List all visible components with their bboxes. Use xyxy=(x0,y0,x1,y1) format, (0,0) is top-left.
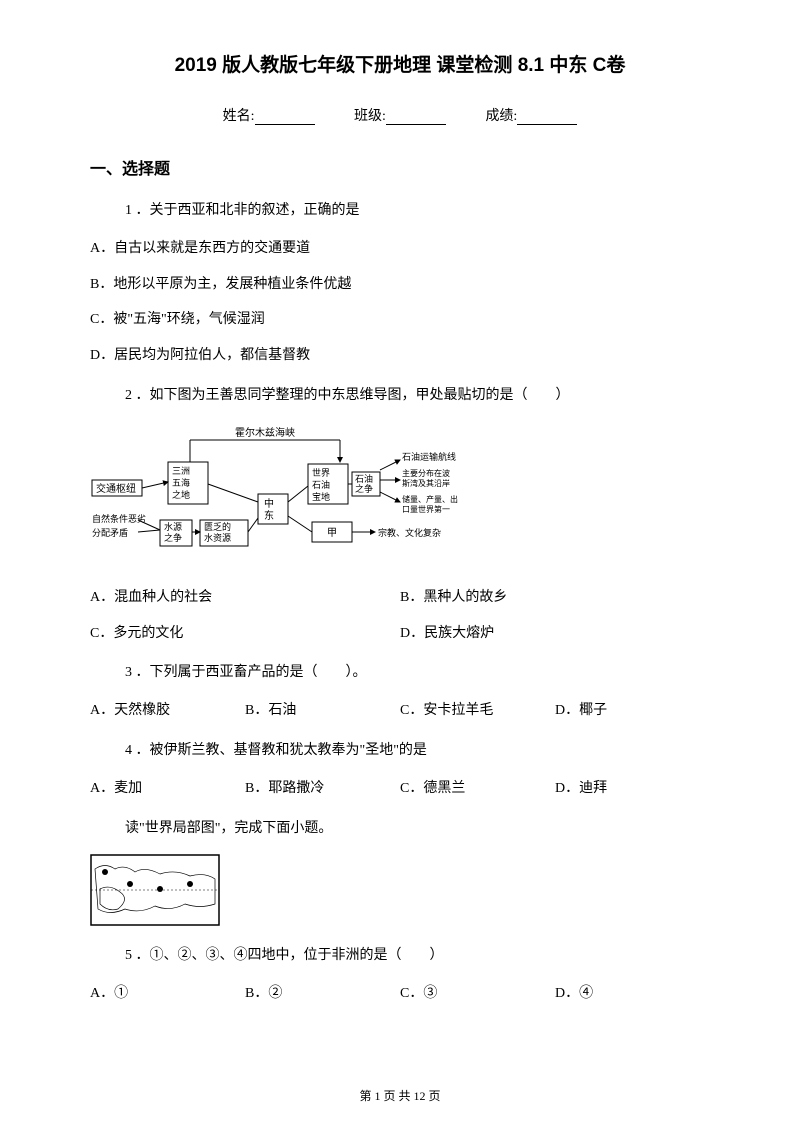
svg-text:交通枢纽: 交通枢纽 xyxy=(96,482,136,495)
svg-text:东: 东 xyxy=(264,509,274,522)
class-blank[interactable] xyxy=(386,111,446,125)
svg-text:石油: 石油 xyxy=(312,479,330,490)
map-intro-text: 读"世界局部图"，完成下面小题。 xyxy=(90,817,710,841)
q5-opt-b: B．② xyxy=(245,982,400,1006)
q4-opt-d: D．迪拜 xyxy=(555,777,710,801)
name-label: 姓名: xyxy=(223,109,255,124)
world-partial-map xyxy=(90,854,220,926)
q3-opt-d: D．椰子 xyxy=(555,699,710,723)
q1-opt-a: A．自古以来就是东西方的交通要道 xyxy=(90,237,710,261)
svg-text:自然条件恶劣: 自然条件恶劣 xyxy=(92,513,146,524)
svg-text:石油: 石油 xyxy=(355,473,373,484)
svg-text:宗教、文化复杂: 宗教、文化复杂 xyxy=(378,527,441,538)
class-label: 班级: xyxy=(354,109,386,124)
svg-text:水资源: 水资源 xyxy=(204,532,231,543)
q2-opt-a: A．混血种人的社会 xyxy=(90,586,400,610)
svg-text:世界: 世界 xyxy=(312,467,330,478)
question-2: 2 ．如下图为王善思同学整理的中东思维导图，甲处最贴切的是（ ） 霍尔木兹海峡 … xyxy=(90,384,710,645)
q5-stem: 5 ．①、②、③、④四地中，位于非洲的是（ ） xyxy=(90,944,710,968)
svg-text:分配矛盾: 分配矛盾 xyxy=(92,528,128,538)
q4-stem: 4 ．被伊斯兰教、基督教和犹太教奉为"圣地"的是 xyxy=(90,739,710,763)
q5-opt-c: C．③ xyxy=(400,982,555,1006)
mindmap-diagram: 霍尔木兹海峡 交通枢纽 三洲 五海 之地 自然条件恶劣 分配矛盾 水源 之争 匮… xyxy=(90,422,490,572)
svg-text:之地: 之地 xyxy=(172,489,190,500)
question-3: 3 ．下列属于西亚畜产品的是（ ）。 A．天然橡胶 B．石油 C．安卡拉羊毛 D… xyxy=(90,661,710,723)
svg-text:中: 中 xyxy=(264,497,274,510)
q4-opt-c: C．德黑兰 xyxy=(400,777,555,801)
svg-text:主要分布在波: 主要分布在波 xyxy=(402,468,450,478)
svg-text:水源: 水源 xyxy=(164,521,182,532)
q5-opt-d: D．④ xyxy=(555,982,710,1006)
score-label: 成绩: xyxy=(485,109,517,124)
svg-text:五海: 五海 xyxy=(172,477,190,488)
q1-stem: 1 ．关于西亚和北非的叙述，正确的是 xyxy=(90,199,710,223)
svg-text:之争: 之争 xyxy=(164,532,182,543)
q2-opt-d: D．民族大熔炉 xyxy=(400,622,710,646)
q1-opt-b: B．地形以平原为主，发展种植业条件优越 xyxy=(90,273,710,297)
student-info-line: 姓名: 班级: 成绩: xyxy=(90,105,710,125)
q3-opt-b: B．石油 xyxy=(245,699,400,723)
exam-title: 2019 版人教版七年级下册地理 课堂检测 8.1 中东 C卷 xyxy=(90,50,710,77)
q1-opt-d: D．居民均为阿拉伯人，都信基督教 xyxy=(90,344,710,368)
svg-text:石油运输航线: 石油运输航线 xyxy=(402,451,456,462)
q4-opt-a: A．麦加 xyxy=(90,777,245,801)
svg-text:匮乏的: 匮乏的 xyxy=(204,521,231,532)
page-footer: 第 1 页 共 12 页 xyxy=(0,1087,800,1104)
q4-opt-b: B．耶路撒冷 xyxy=(245,777,400,801)
q1-opt-c: C．被"五海"环绕，气候湿润 xyxy=(90,308,710,332)
svg-text:斯湾及其沿岸: 斯湾及其沿岸 xyxy=(402,478,450,488)
svg-text:霍尔木兹海峡: 霍尔木兹海峡 xyxy=(235,426,295,439)
q2-opt-c: C．多元的文化 xyxy=(90,622,400,646)
question-1: 1 ．关于西亚和北非的叙述，正确的是 A．自古以来就是东西方的交通要道 B．地形… xyxy=(90,199,710,368)
score-blank[interactable] xyxy=(517,111,577,125)
svg-text:三洲: 三洲 xyxy=(172,466,190,476)
svg-text:之争: 之争 xyxy=(355,483,373,494)
question-4: 4 ．被伊斯兰教、基督教和犹太教奉为"圣地"的是 A．麦加 B．耶路撒冷 C．德… xyxy=(90,739,710,801)
svg-text:储量、产量、出: 储量、产量、出 xyxy=(402,494,458,504)
q3-opt-c: C．安卡拉羊毛 xyxy=(400,699,555,723)
q3-opt-a: A．天然橡胶 xyxy=(90,699,245,723)
question-5: 5 ．①、②、③、④四地中，位于非洲的是（ ） A．① B．② C．③ D．④ xyxy=(90,944,710,1006)
q3-stem: 3 ．下列属于西亚畜产品的是（ ）。 xyxy=(90,661,710,685)
q2-stem: 2 ．如下图为王善思同学整理的中东思维导图，甲处最贴切的是（ ） xyxy=(90,384,710,408)
q5-opt-a: A．① xyxy=(90,982,245,1006)
section-1-title: 一、选择题 xyxy=(90,155,710,179)
q2-opt-b: B．黑种人的故乡 xyxy=(400,586,710,610)
svg-text:口量世界第一: 口量世界第一 xyxy=(402,504,450,514)
svg-text:甲: 甲 xyxy=(327,528,337,539)
map-intro: 读"世界局部图"，完成下面小题。 xyxy=(90,817,710,927)
name-blank[interactable] xyxy=(255,111,315,125)
svg-text:宝地: 宝地 xyxy=(312,491,330,502)
